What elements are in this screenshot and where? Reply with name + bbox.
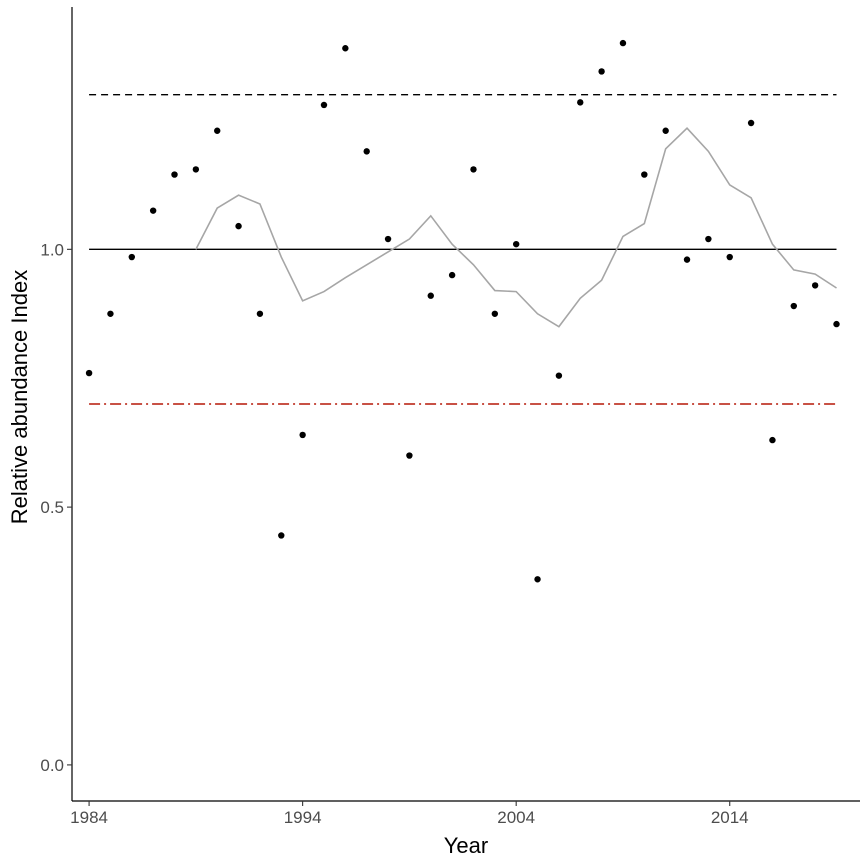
x-axis-ticks: 1984 1994 2004 2014 xyxy=(70,801,749,827)
data-point xyxy=(534,576,541,583)
smoothed-trend-line xyxy=(195,127,837,328)
data-point xyxy=(384,235,392,243)
data-point xyxy=(790,302,797,310)
data-point xyxy=(769,436,776,444)
x-tick-label: 2004 xyxy=(497,808,535,827)
data-point xyxy=(107,310,114,317)
y-tick-label: 1.0 xyxy=(40,240,64,259)
data-point xyxy=(320,101,328,109)
data-point xyxy=(278,532,285,539)
data-point xyxy=(427,292,434,299)
data-points xyxy=(85,39,840,583)
data-point xyxy=(491,310,499,317)
data-point xyxy=(641,171,648,178)
data-point xyxy=(555,372,563,379)
data-point xyxy=(342,45,349,52)
data-point xyxy=(619,39,627,47)
data-point xyxy=(256,310,264,317)
x-tick-label: 1994 xyxy=(284,808,322,827)
data-point xyxy=(662,127,669,134)
data-point xyxy=(683,256,691,263)
data-point xyxy=(747,119,755,127)
reference-lines xyxy=(89,93,837,405)
y-tick-label: 0.0 xyxy=(40,756,64,775)
data-point xyxy=(128,253,135,261)
data-point xyxy=(470,166,477,173)
data-point xyxy=(577,99,584,106)
data-point xyxy=(214,127,221,134)
x-tick-label: 1984 xyxy=(70,808,108,827)
y-axis-ticks: 0.0 0.5 1.0 xyxy=(40,240,72,775)
data-point xyxy=(171,171,178,178)
y-axis-title: Relative abundance Index xyxy=(7,270,32,524)
x-axis-title: Year xyxy=(444,833,488,858)
data-point xyxy=(299,431,306,439)
x-tick-label: 2014 xyxy=(711,808,749,827)
data-point xyxy=(85,369,93,377)
data-point xyxy=(363,148,370,155)
data-point xyxy=(406,452,413,459)
data-point xyxy=(811,282,819,289)
data-point xyxy=(512,240,520,248)
data-point xyxy=(235,222,242,230)
data-point xyxy=(705,235,712,243)
data-point xyxy=(726,253,733,261)
data-point xyxy=(149,207,157,214)
y-tick-label: 0.5 xyxy=(40,498,64,517)
data-point xyxy=(192,166,200,173)
data-point xyxy=(598,68,605,75)
data-point xyxy=(448,271,456,279)
data-point xyxy=(833,320,840,328)
